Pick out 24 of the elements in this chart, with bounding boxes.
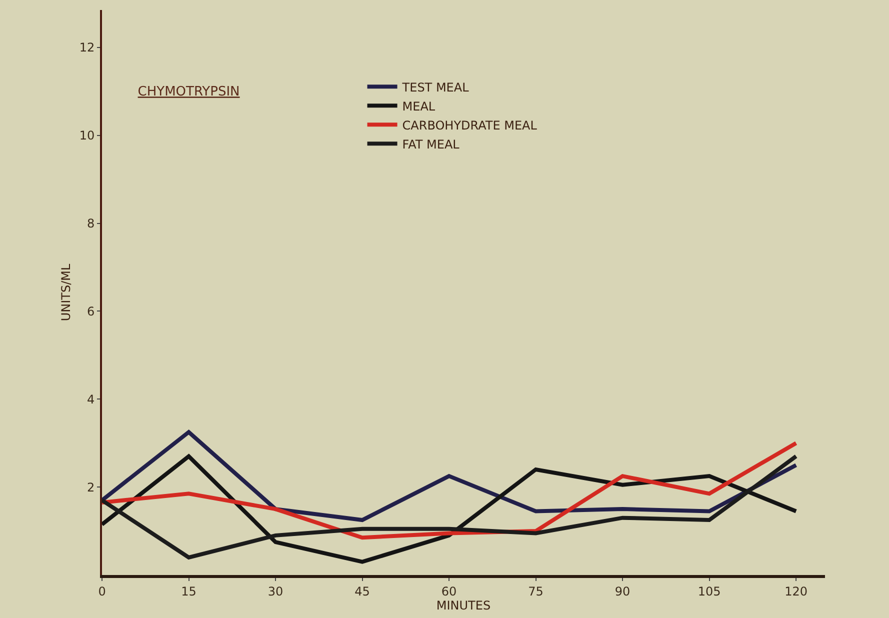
line-series — [102, 430, 798, 522]
y-axis-title: UNITS/ML — [59, 264, 74, 322]
y-tick-label: 4 — [86, 392, 95, 406]
x-tick-label: 75 — [528, 584, 544, 598]
x-tick-label: 0 — [98, 584, 106, 598]
legend-label: TEST MEAL — [401, 80, 470, 94]
x-tick-label: 90 — [614, 584, 630, 598]
x-axis-title: MINUTES — [436, 598, 491, 612]
y-tick-label: 12 — [79, 40, 95, 55]
x-tick-label: 120 — [784, 584, 808, 598]
y-tick-label: 10 — [79, 128, 95, 143]
x-tick-label: 60 — [441, 584, 457, 598]
y-tick-label: 2 — [86, 480, 95, 494]
y-tick-label: 8 — [86, 216, 95, 230]
text: CHYMOTRYPSIN — [138, 84, 240, 100]
x-tick-label: 30 — [268, 584, 284, 598]
legend-label: FAT MEAL — [402, 137, 460, 152]
line-series — [102, 441, 798, 540]
legend-label: CARBOHYDRATE MEAL — [402, 118, 538, 132]
x-tick-label: 105 — [698, 584, 721, 598]
x-tick-label: 15 — [181, 584, 196, 598]
legend-label: MEAL — [402, 99, 436, 114]
x-tick-label: 45 — [354, 584, 370, 598]
y-tick-label: 6 — [86, 304, 95, 318]
